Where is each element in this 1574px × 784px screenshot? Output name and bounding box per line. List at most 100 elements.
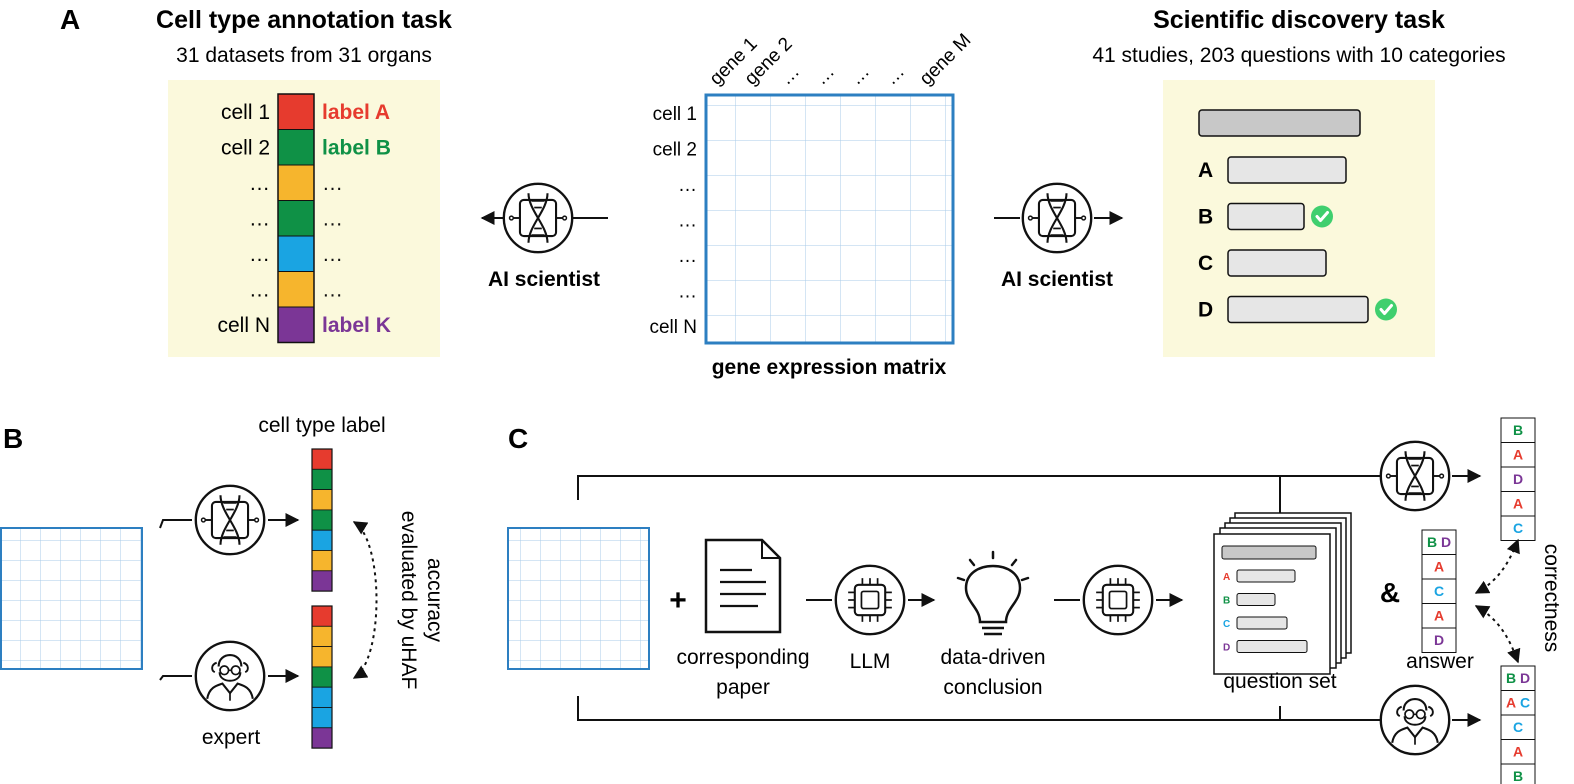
answer-stack-letter: C: [1434, 583, 1444, 599]
expert-answer-stack-letter: D: [1520, 670, 1530, 686]
option-letter: C: [1198, 252, 1213, 275]
question-set-caption: question set: [1223, 670, 1336, 693]
label-swatch: [311, 468, 333, 490]
cell-color-swatch: [277, 235, 315, 272]
annotation-task-subtitle: 31 datasets from 31 organs: [176, 44, 432, 67]
b-ai-line: [159, 519, 192, 529]
panel-c-matrix: [507, 527, 650, 670]
expert-answer-stack-letter: A: [1513, 744, 1523, 760]
plus-sign: +: [669, 584, 687, 617]
label-bar-outline: [311, 448, 333, 592]
matrix-cell-label: cell 1: [653, 104, 697, 125]
qset-letter: D: [1223, 643, 1230, 654]
cell-label: …: [322, 243, 343, 266]
expert-caption: expert: [202, 726, 261, 749]
ai-scientist-label-left: AI scientist: [488, 268, 600, 291]
gene-label: …: [846, 61, 874, 89]
label-swatch: [311, 489, 333, 511]
qset-option-bar: [1236, 569, 1296, 583]
option-bar: [1227, 202, 1305, 231]
cell-label: …: [322, 172, 343, 195]
paper-lines: [720, 568, 766, 608]
panel-c-letter: C: [508, 423, 528, 454]
qset-letter: A: [1223, 572, 1230, 583]
label-swatch: [311, 550, 333, 572]
gene-label: gene M: [916, 30, 976, 90]
ai-answer-stack-cell: [1500, 515, 1536, 541]
gene-label: …: [811, 61, 839, 89]
annotation-rows: cell 1 label A cell 2 label B … … … … … … … … cell N…: [217, 93, 391, 344]
expert-answer-stack-cell: [1500, 665, 1536, 691]
matrix-cell-label: cell N: [649, 317, 697, 338]
option-letter: A: [1198, 159, 1213, 182]
cell-color-swatch: [277, 93, 315, 130]
ai-scientist-icon: [1021, 182, 1093, 254]
cell-bar-outline: [277, 93, 315, 344]
cell-name: …: [249, 207, 270, 230]
discovery-task-title: Scientific discovery task: [1153, 6, 1445, 34]
correctness-arrow-bottom: [1474, 605, 1521, 664]
matrix-cell-labels: cell 1 cell 2 … … … … cell N: [649, 104, 697, 338]
check-icon: [1374, 297, 1398, 322]
panel-b-matrix: [0, 527, 143, 670]
panel-b-letter: B: [3, 423, 23, 454]
check-icon: [1310, 204, 1334, 229]
qset-option-bar: [1236, 640, 1308, 653]
llm-chip-icon: [1082, 564, 1154, 636]
ai-scientist-icon: [502, 182, 574, 254]
accuracy-text-line2: evaluated by uHAF: [397, 511, 420, 690]
gene-expression-matrix: [704, 93, 955, 345]
qset-option-bar: [1236, 616, 1288, 630]
ai-answer-stack-letter: A: [1513, 447, 1523, 463]
expert-icon: [194, 640, 266, 712]
label-swatch: [311, 646, 333, 668]
ai-scientist-icon: [194, 484, 266, 556]
cell-color-swatch: [277, 271, 315, 308]
correctness-arrow-top: [1474, 538, 1520, 594]
label-swatch: [311, 570, 333, 592]
expert-icon: [1379, 684, 1451, 756]
expert-answer-stack-letter: B: [1506, 670, 1516, 686]
label-swatch: [311, 529, 333, 551]
accuracy-text-line1: accuracy: [423, 558, 446, 643]
answer-stack-cell: [1421, 578, 1457, 604]
matrix-cell-label: …: [678, 282, 697, 303]
option-bar: [1227, 156, 1347, 184]
expert-answer-stack-cell: [1500, 763, 1536, 784]
cell-color-swatch: [277, 200, 315, 237]
c-bottom-line: [577, 696, 1380, 721]
ai-answer-stack-letter: A: [1513, 496, 1523, 512]
llm-caption: LLM: [850, 650, 891, 673]
cell-label: …: [322, 278, 343, 301]
expert-answer-stack-letter: B: [1513, 768, 1523, 784]
answer-stack-cell: [1421, 627, 1457, 653]
question-set-options: A B C D: [1223, 569, 1308, 654]
answer-stack-letter: A: [1434, 559, 1444, 575]
expert-answer-stack-cell: [1500, 714, 1536, 740]
answer-stack-letter: A: [1434, 608, 1444, 624]
answer-stack-letter: D: [1441, 534, 1451, 550]
cell-name: cell 1: [221, 101, 270, 124]
annotation-task-title: Cell type annotation task: [156, 6, 452, 34]
cell-type-label-caption: cell type label: [258, 414, 385, 437]
cell-name: …: [249, 278, 270, 301]
gene-label: …: [776, 61, 804, 89]
cell-name: …: [249, 243, 270, 266]
matrix-caption: gene expression matrix: [712, 356, 947, 379]
expert-answer-stack-letter: A: [1506, 695, 1516, 711]
gene-label: …: [881, 61, 909, 89]
lightbulb-icon: [956, 550, 1030, 636]
paper-caption-line1: corresponding: [676, 646, 809, 669]
cell-color-swatch: [277, 306, 315, 343]
answer-stack-cell: [1421, 603, 1457, 629]
b-expert-line: [159, 675, 192, 681]
expert-answer-stack-letter: C: [1513, 719, 1523, 735]
cell-label: label A: [322, 101, 390, 124]
paper-caption-line2: paper: [716, 676, 770, 699]
option-letter: D: [1198, 299, 1213, 322]
cell-name: …: [249, 172, 270, 195]
label-bar-outline: [311, 605, 333, 749]
